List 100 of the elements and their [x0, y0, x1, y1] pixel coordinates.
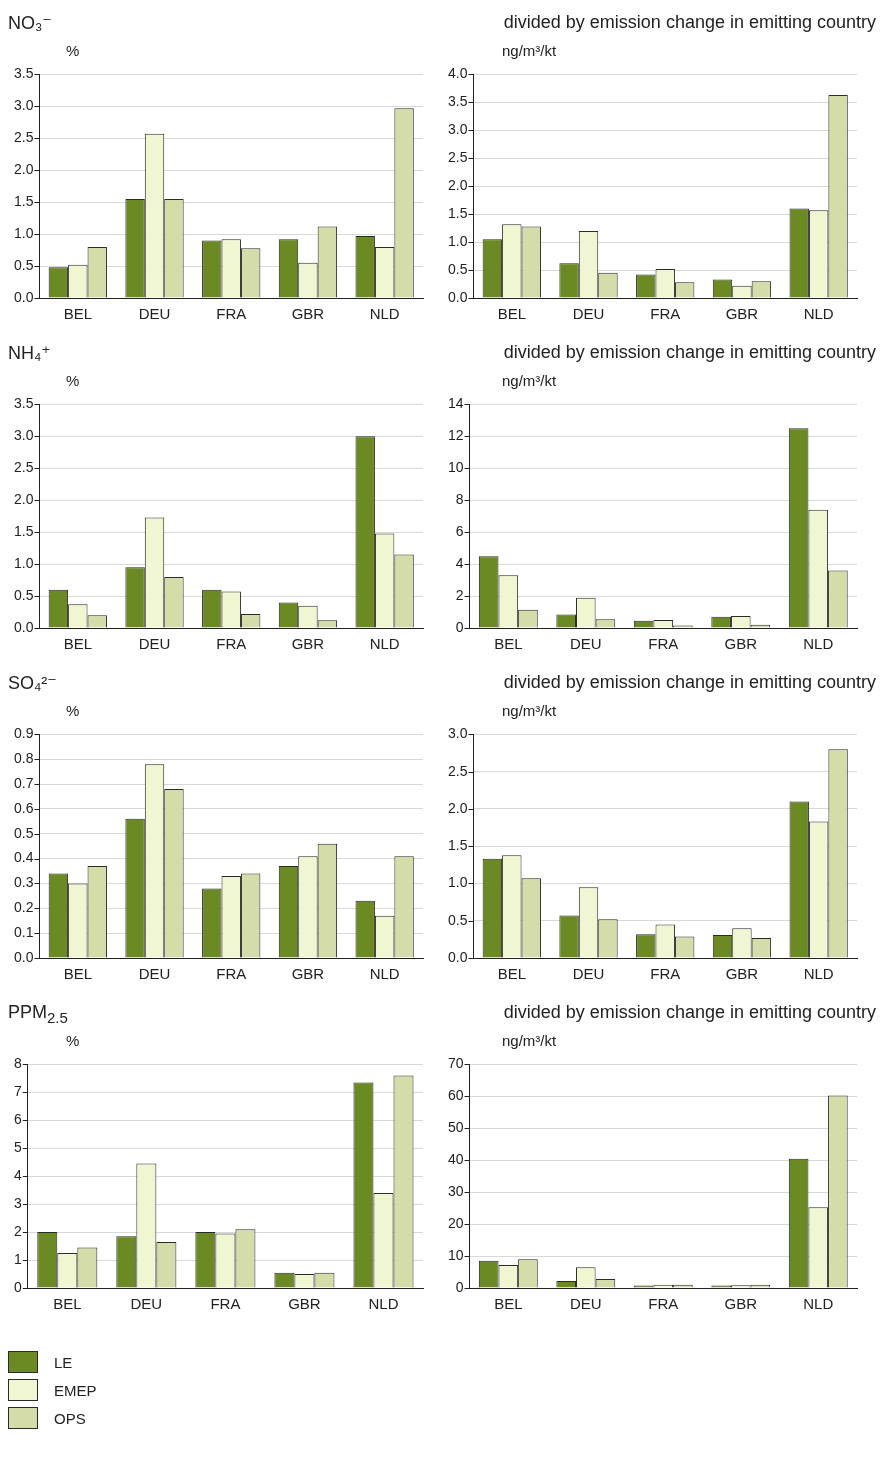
x-tick-label: NLD	[369, 965, 400, 983]
y-tick-label: 0	[455, 1278, 464, 1295]
legend-label: EMEP	[54, 1381, 97, 1399]
chart-title: divided by emission change in emitting country	[502, 1001, 876, 1024]
y-tick-label: 3	[13, 1195, 22, 1212]
x-tick-label: FRA	[650, 305, 681, 323]
x-tick-label: FRA	[648, 635, 679, 653]
y-tick-label: 0.0	[13, 288, 34, 305]
y-tick-label: 4	[13, 1167, 22, 1184]
y-tick-label: 3.5	[447, 93, 468, 110]
y-tick-label: 0	[455, 618, 464, 635]
x-tick-label: DEU	[138, 305, 171, 323]
y-tick-label: 3.0	[13, 97, 34, 114]
y-tick-label: 2.5	[447, 762, 468, 779]
y-tick-label: 1.0	[13, 554, 34, 571]
y-tick-label: 0.5	[447, 911, 468, 928]
y-tick-label: 2.0	[447, 799, 468, 816]
y-tick-label: 2	[13, 1222, 22, 1239]
x-tick-label: BEL	[497, 305, 526, 323]
y-tick-label: 0.3	[13, 874, 34, 891]
y-tick-label: 0.9	[13, 725, 34, 742]
y-tick-label: 2.0	[447, 177, 468, 194]
x-tick-label: GBR	[291, 965, 325, 983]
x-tick-label: DEU	[130, 1295, 163, 1313]
x-tick-label: BEL	[497, 965, 526, 983]
y-tick-label: 40	[447, 1151, 464, 1168]
y-tick-label: 0.5	[447, 260, 468, 277]
y-tick-label: 8	[13, 1055, 22, 1072]
y-tick-label: 8	[455, 491, 464, 508]
x-tick-label: GBR	[291, 635, 325, 653]
x-tick-label: GBR	[725, 965, 759, 983]
y-axis-title: ng/m³/kt	[501, 1032, 558, 1050]
y-tick-label: 1.5	[13, 193, 34, 210]
x-tick-label: NLD	[803, 635, 834, 653]
y-tick-label: 0.6	[13, 799, 34, 816]
y-axis-title: ng/m³/kt	[501, 702, 558, 720]
y-tick-label: 7	[13, 1083, 22, 1100]
y-tick-label: 0.5	[13, 824, 34, 841]
x-tick-label: DEU	[569, 635, 602, 653]
y-axis-title: %	[65, 42, 81, 60]
y-tick-label: 0.5	[13, 586, 34, 603]
y-tick-label: 3.0	[13, 427, 34, 444]
y-tick-label: 0.0	[13, 948, 34, 965]
y-tick-label: 2.0	[13, 491, 34, 508]
y-tick-label: 0.4	[13, 849, 34, 866]
x-tick-label: DEU	[138, 965, 171, 983]
y-tick-label: 70	[447, 1055, 464, 1072]
y-tick-label: 3.5	[13, 395, 34, 412]
chart-title: divided by emission change in emitting country	[502, 11, 876, 34]
y-tick-label: 0.2	[13, 899, 34, 916]
y-tick-label: 1	[13, 1250, 22, 1267]
x-tick-label: NLD	[369, 635, 400, 653]
x-tick-label: NLD	[803, 1295, 834, 1313]
chart-title: divided by emission change in emitting country	[502, 341, 876, 364]
y-tick-label: 0.5	[13, 256, 34, 273]
y-tick-label: 2.0	[13, 161, 34, 178]
y-axis-title: %	[65, 1032, 81, 1050]
y-tick-label: 2.5	[447, 149, 468, 166]
chart-title: SO₄²⁻	[8, 672, 58, 695]
y-tick-label: 2	[455, 586, 464, 603]
x-tick-label: FRA	[216, 305, 247, 323]
legend-label: OPS	[54, 1409, 86, 1427]
y-axis-title: ng/m³/kt	[501, 42, 558, 60]
chart-title: NH₄⁺	[8, 342, 52, 365]
y-tick-label: 30	[447, 1183, 464, 1200]
y-axis-title: %	[65, 702, 81, 720]
x-tick-label: GBR	[725, 305, 759, 323]
chart-title: PPM$_{2.5}$	[8, 1001, 69, 1028]
x-tick-label: GBR	[288, 1295, 321, 1313]
x-tick-label: FRA	[216, 635, 247, 653]
y-tick-label: 0.7	[13, 774, 34, 791]
x-tick-label: BEL	[53, 1295, 82, 1313]
y-tick-label: 6	[13, 1111, 22, 1128]
y-tick-label: 1.0	[447, 874, 468, 891]
x-tick-label: FRA	[216, 965, 247, 983]
x-tick-label: BEL	[494, 1295, 523, 1313]
x-tick-label: DEU	[569, 1295, 602, 1313]
x-tick-label: DEU	[572, 305, 605, 323]
y-tick-label: 6	[455, 523, 464, 540]
x-tick-label: NLD	[803, 965, 834, 983]
y-tick-label: 10	[447, 459, 464, 476]
x-tick-label: BEL	[63, 965, 92, 983]
y-tick-label: 1.0	[447, 232, 468, 249]
y-tick-label: 2.5	[13, 459, 34, 476]
x-tick-label: NLD	[368, 1295, 399, 1313]
y-tick-label: 3.0	[447, 121, 468, 138]
y-tick-label: 4.0	[447, 65, 468, 82]
legend-label: LE	[54, 1353, 73, 1371]
y-tick-label: 1.5	[447, 837, 468, 854]
y-axis-title: %	[65, 372, 81, 390]
x-tick-label: BEL	[63, 635, 92, 653]
x-tick-label: FRA	[210, 1295, 241, 1313]
y-tick-label: 0.1	[13, 924, 34, 941]
x-tick-label: FRA	[648, 1295, 679, 1313]
y-tick-label: 12	[447, 427, 464, 444]
y-tick-label: 10	[447, 1246, 464, 1263]
x-tick-label: NLD	[803, 305, 834, 323]
y-tick-label: 0.0	[13, 618, 34, 635]
y-tick-label: 1.5	[13, 523, 34, 540]
x-tick-label: DEU	[138, 635, 171, 653]
